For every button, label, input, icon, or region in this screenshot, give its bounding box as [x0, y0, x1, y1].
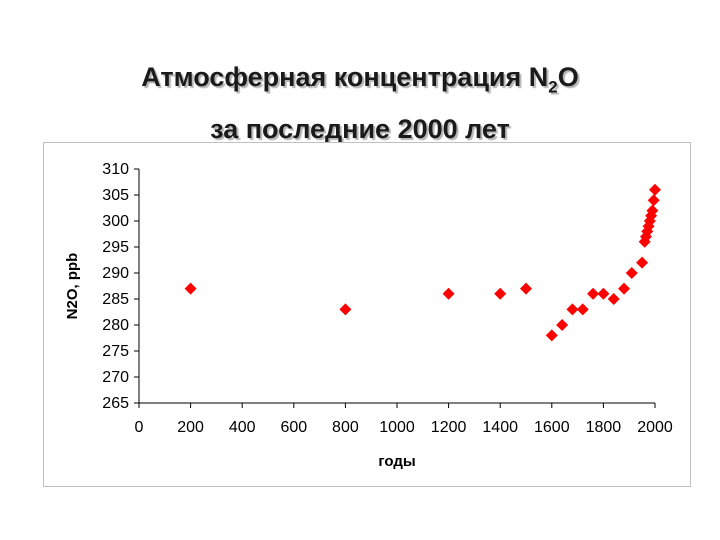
x-tick-label: 200	[177, 419, 204, 436]
y-tick-label: 285	[102, 291, 129, 308]
data-point	[442, 287, 455, 300]
chart-title: Атмосферная концентрация N2O за последни…	[0, 56, 720, 150]
chart-frame: 265 270 275 280 285 290 295 300 305 310 0 200 400 600…	[43, 142, 691, 487]
x-tick-label: 600	[280, 419, 307, 436]
title-line-1: Атмосферная концентрация N2O	[0, 56, 720, 108]
y-tick-label: 310	[102, 161, 129, 178]
title-end-text: O	[557, 62, 579, 92]
x-axis-label: годы	[378, 453, 415, 470]
x-tick-label: 2000	[637, 419, 673, 436]
y-tick-label: 275	[102, 343, 129, 360]
x-tick-label: 1400	[482, 419, 518, 436]
data-point	[556, 319, 569, 331]
y-axis-label: N2O, ppb	[64, 253, 81, 320]
title-subscript: 2	[548, 77, 558, 97]
y-tick-label: 305	[102, 187, 129, 204]
data-point	[520, 282, 532, 295]
data-point	[587, 287, 600, 300]
data-point	[618, 282, 631, 295]
data-point	[646, 204, 659, 217]
data-point	[649, 183, 661, 196]
data-point	[641, 225, 654, 238]
x-tick-label: 800	[332, 419, 359, 436]
data-point	[625, 267, 638, 279]
title-main-text: Атмосферная концентрация N	[141, 62, 549, 92]
title-line-2: за последние 2000 лет	[210, 114, 510, 145]
data-point	[566, 303, 579, 316]
x-tick-label: 1000	[379, 419, 415, 436]
data-point	[647, 194, 660, 207]
x-tick-label: 0	[135, 419, 144, 436]
scatter-chart: 265 270 275 280 285 290 295 300 305 310 0 200 400 600…	[64, 161, 673, 470]
data-point	[607, 293, 620, 305]
y-tick-label: 290	[102, 265, 129, 282]
data-point	[184, 282, 197, 295]
y-tick-label: 270	[102, 369, 129, 386]
x-tick-label: 1200	[431, 419, 467, 436]
data-point	[597, 287, 610, 300]
y-tick-label: 300	[102, 213, 129, 230]
data-point	[636, 256, 649, 269]
data-point	[494, 287, 507, 300]
y-tick-label: 280	[102, 317, 129, 334]
x-tick-label: 1800	[586, 419, 622, 436]
x-tick-label: 1600	[534, 419, 570, 436]
y-tick-label: 295	[102, 239, 129, 256]
data-point	[576, 303, 589, 316]
data-point	[545, 329, 558, 342]
y-tick-label: 265	[102, 395, 129, 412]
data-point	[339, 303, 352, 316]
x-tick-label: 400	[229, 419, 256, 436]
